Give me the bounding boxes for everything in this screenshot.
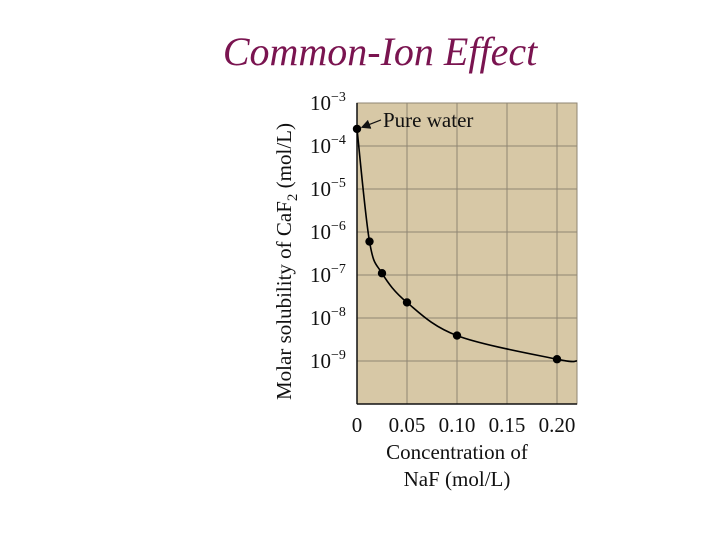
y-tick-label: 10−4 [310,133,346,158]
y-tick-label: 10−6 [310,219,346,244]
data-point [365,237,374,246]
data-point [352,124,362,134]
data-point [452,331,462,340]
data-point [377,269,387,278]
y-axis-label-text: Molar solubility of CaF2 (mol/L) [272,123,301,400]
grid [356,102,577,405]
annotation-pure-water: Pure water [383,108,473,132]
x-axis-label-line: Concentration of [386,440,528,464]
x-tick-label: 0.10 [439,413,476,437]
plot-background [356,102,578,405]
y-tick-label: 10−3 [310,90,346,115]
y-tick-label: 10−7 [310,262,346,287]
y-tick-label: 10−5 [310,176,346,201]
annotations: Pure water [360,108,473,132]
plot-area [356,102,578,405]
x-tick-label: 0.05 [389,413,426,437]
x-axis-label-line: NaF (mol/L) [404,467,511,491]
y-tick-label: 10−8 [310,305,346,330]
y-axis-label: Molar solubility of CaF2 (mol/L) [272,123,301,400]
data-point [402,298,412,307]
data-points [352,124,562,364]
x-axis-label: Concentration of NaF (mol/L) [386,440,528,491]
y-tick-labels: 10−3 10−4 10−5 10−6 10−7 10−8 10−9 [310,90,346,373]
slide-title: Common-Ion Effect [222,29,538,74]
data-point [552,355,562,364]
y-tick-label: 10−9 [310,348,346,373]
x-tick-labels: 0 0.05 0.10 0.15 0.20 [352,413,576,437]
x-tick-label: 0.15 [489,413,526,437]
x-tick-label: 0.20 [539,413,576,437]
x-tick-label: 0 [352,413,363,437]
annotation-arrow [360,119,382,129]
